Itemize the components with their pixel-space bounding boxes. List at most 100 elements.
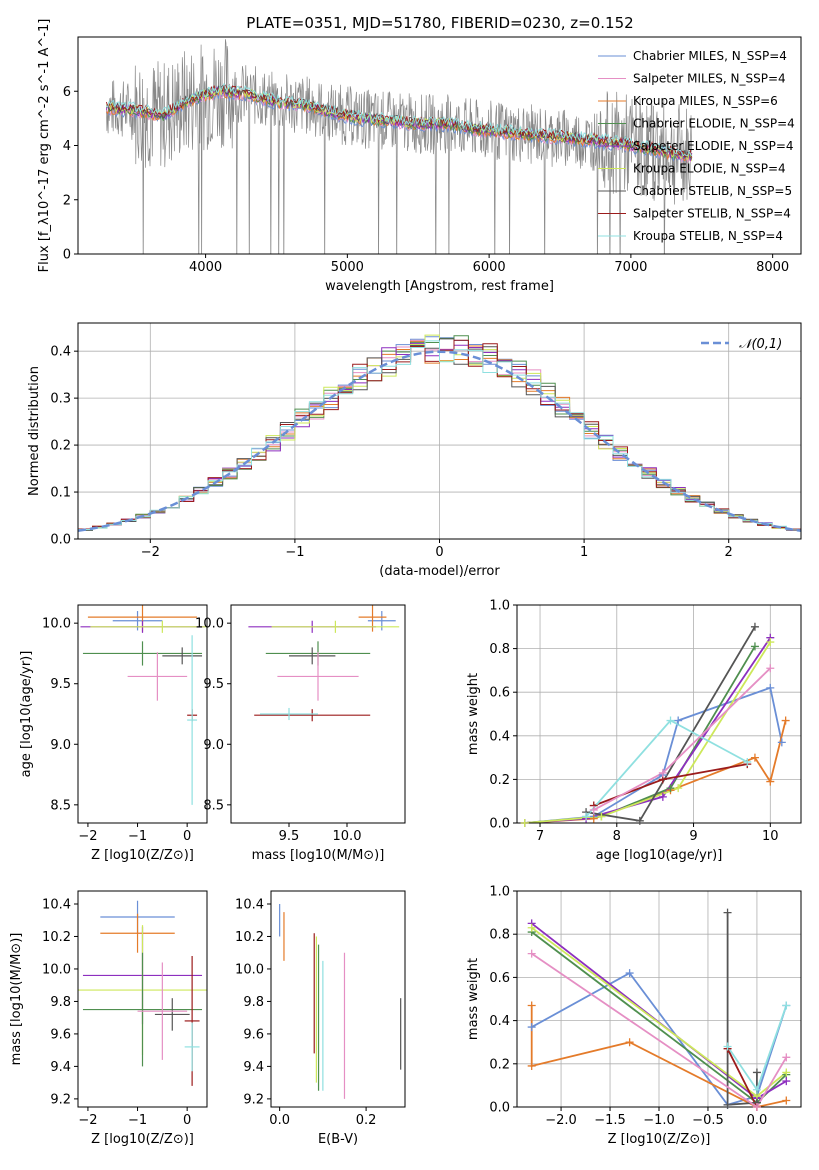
y-tick-label: 0.3 [50,392,71,407]
y-tick-label: 8.5 [203,798,224,813]
y-tick-label: 0.2 [489,773,510,788]
legend-label: Kroupa ELODIE, N_SSP=4 [633,162,786,176]
y-tick-label: 9.5 [50,677,71,692]
x-axis-label: Z [log10(Z/Z⊙)] [608,1132,711,1147]
x-tick-label: −1 [128,1113,147,1128]
y-tick-label: 9.2 [243,1092,264,1107]
mass-weight-marker [781,716,790,725]
spectrum-plot: 4000 5000 6000 7000 8000 0 2 4 6 wavelength [Angs… [37,19,802,294]
mass-weight-marker [527,1023,536,1032]
x-tick-label: 9.5 [279,829,300,844]
y-tick-label: 10.2 [42,930,71,945]
plot-area [517,605,801,823]
axes-frame [77,322,802,540]
mass-weight-marker [635,816,644,825]
x-axis-label: E(B-V) [318,1132,358,1147]
y-tick-label: 9.4 [243,1060,264,1075]
legend-label: Chabrier ELODIE, N_SSP=4 [633,117,795,131]
x-tick-label: 7 [536,829,544,844]
y-tick-label: 0.4 [489,729,510,744]
y-tick-label: 0.6 [489,686,510,701]
mass-weight-marker [666,784,675,793]
mass-weight-line [524,645,756,823]
mass-weight-marker [527,1061,536,1070]
mass-weight-marker [527,923,536,932]
observed-spectrum-line [106,39,692,254]
x-tick-label: 8 [613,829,621,844]
y-tick-label: 9.8 [243,995,264,1010]
x-tick-label: 0 [183,829,191,844]
y-tick-label: 9.0 [50,738,71,753]
x-tick-label: 1 [580,545,588,560]
x-axis-label: age [log10(age/yr)] [596,848,723,863]
age-vs-metallicity-plot: −2 −1 0 8.5 9.0 9.5 10.0 Z [log10(Z/Z⊙)] age [lo… [19,604,208,863]
legend-label: Chabrier STELIB, N_SSP=5 [633,184,792,198]
mass-weight-marker [723,1100,732,1109]
axes-frame [77,890,208,1108]
y-tick-label: 10.2 [235,930,264,945]
y-axis-label: mass weight [466,673,481,755]
mass-weight-marker [752,1103,761,1111]
mass-weight-marker [597,812,606,821]
legend-label: Chabrier MILES, N_SSP=4 [633,49,787,63]
x-tick-label: −0.5 [692,1113,724,1128]
axes-frame [77,604,208,824]
mass-weight-marker [674,716,683,725]
plot-area [78,900,207,1086]
legend-label: Salpeter ELODIE, N_SSP=4 [633,139,794,153]
y-tick-label: 0.8 [489,928,510,943]
residual-histogram-plot: −2 −1 0 1 2 0.0 0.1 0.2 0.3 0.4 (data-model)/error… [27,322,802,579]
x-axis-label: mass [log10(M/M⊙)] [252,848,385,863]
y-tick-label: 0.4 [489,1014,510,1029]
y-tick-label: 9.0 [203,738,224,753]
mass-weight-marker [658,768,667,777]
plot-area [78,323,801,539]
x-tick-label: −1 [285,545,304,560]
x-tick-label: −2 [78,829,97,844]
mass-weight-marker [782,1068,791,1077]
y-tick-label: 2 [63,193,71,208]
y-axis-label: age [log10(age/yr)] [19,651,34,778]
x-axis-label: (data-model)/error [379,564,500,579]
mass-weight-marker [743,757,752,766]
x-tick-label: 2 [725,545,733,560]
mass-weight-marker [750,622,759,631]
y-tick-label: 10.0 [42,617,71,632]
y-tick-label: 10.4 [42,897,71,912]
x-tick-label: 0.0 [747,1113,768,1128]
y-tick-label: 10.4 [235,897,264,912]
y-tick-label: 9.8 [50,995,71,1010]
mass-weight-marker [666,716,675,725]
mass-weight-marker [520,819,529,827]
x-tick-label: 10.0 [333,829,362,844]
x-tick-label: −1.0 [643,1113,675,1128]
mass-weight-marker [527,949,536,958]
plot-area [279,903,402,1099]
mass-vs-extinction-plot: 0.0 0.2 9.2 9.4 9.6 9.8 10.0 10.2 10.4 E(B-V) [235,890,406,1147]
legend-label: 𝒩(0,1) [739,337,782,352]
mass-weight-marker [582,812,591,821]
x-tick-label: 0.2 [356,1113,377,1128]
x-tick-label: 9 [689,829,697,844]
y-axis-label: Flux [f_λ10^-17 erg cm^-2 s^-1 A^-1] [37,19,52,273]
age-vs-mass-plot: 9.5 10.0 8.5 9.0 9.5 10.0 mass [log10(M/M⊙)] [195,604,406,863]
x-tick-label: −2.0 [545,1113,577,1128]
y-tick-label: 0.4 [50,345,71,360]
y-tick-label: 9.5 [203,677,224,692]
x-tick-label: 5000 [331,260,364,275]
mass-weight-line [524,641,772,823]
mass-weight-vs-metallicity-plot: −2.0 −1.5 −1.0 −0.5 0.0 0.0 0.2 0.4 0.6 0.8 1.0 Z [… [466,885,802,1147]
mass-weight-vs-age-plot: 7 8 9 10 0.0 0.2 0.4 0.6 0.8 1.0 age [log10(age/yr… [466,599,802,863]
x-tick-label: 10 [762,829,779,844]
y-axis-label: mass weight [466,958,481,1040]
axes-frame [516,890,802,1108]
mass-weight-line [531,952,788,1107]
mass-weight-line [726,1048,758,1107]
x-tick-label: 6000 [473,260,506,275]
plot-area [248,605,400,722]
mass-weight-marker [782,1096,791,1105]
x-tick-label: −1.5 [594,1113,626,1128]
mass-weight-marker [750,753,759,762]
x-tick-label: −2 [141,545,160,560]
mass-weight-line [524,637,772,823]
